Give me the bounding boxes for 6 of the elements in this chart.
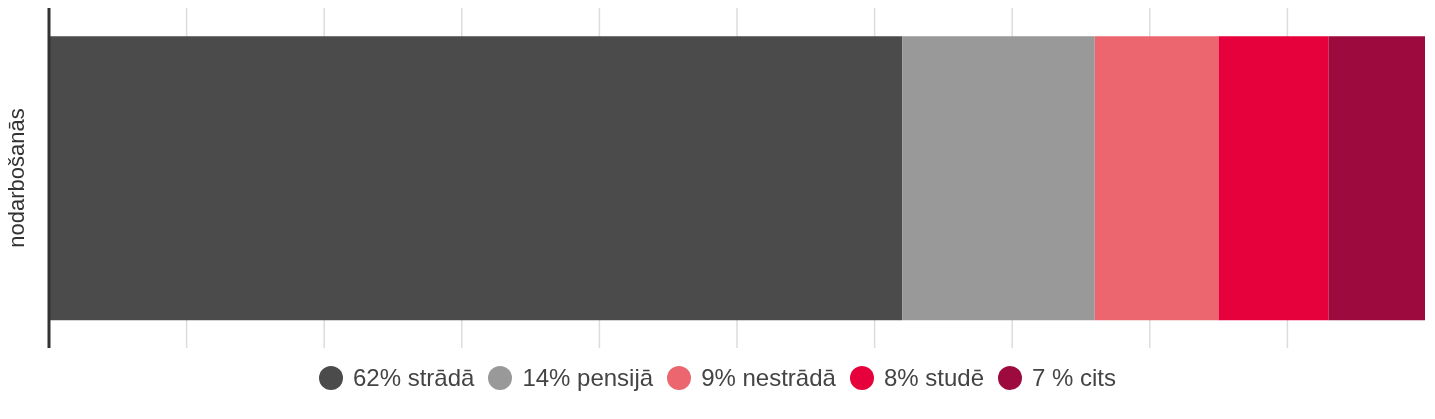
legend-label: 7 % cits <box>1031 364 1117 392</box>
y-axis-title: nodarbošanās <box>3 108 29 248</box>
legend-label: 8% studē <box>883 364 984 392</box>
legend-label: 62% strādā <box>352 364 475 392</box>
legend-label: 9% nestrādā <box>701 364 836 392</box>
legend-label: 14% pensijā <box>522 364 654 392</box>
